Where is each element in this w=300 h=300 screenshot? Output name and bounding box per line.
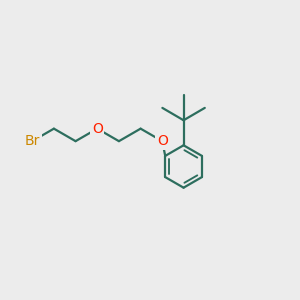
- Text: O: O: [157, 134, 168, 148]
- Text: O: O: [92, 122, 103, 136]
- Text: Br: Br: [25, 134, 40, 148]
